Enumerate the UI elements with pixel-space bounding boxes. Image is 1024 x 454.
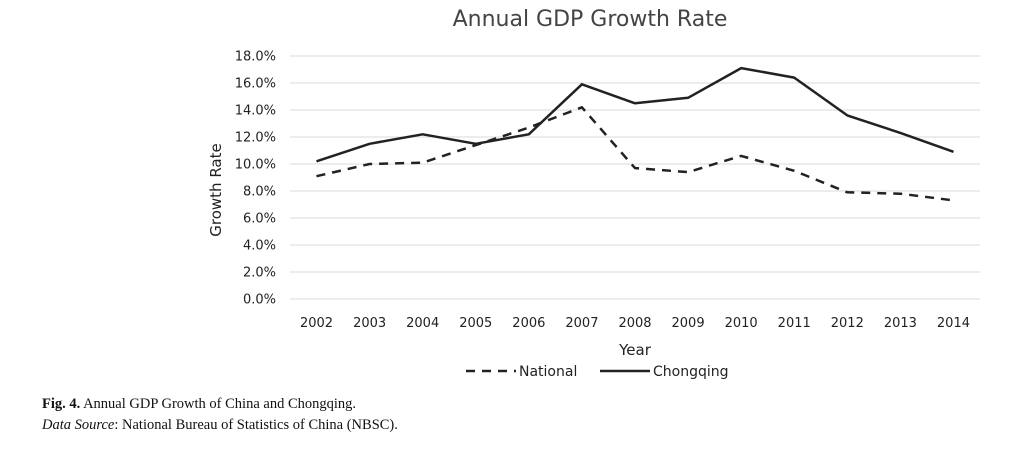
y-tick-label: 14.0% bbox=[235, 104, 276, 119]
y-tick-label: 6.0% bbox=[243, 212, 276, 227]
y-tick-label: 8.0% bbox=[243, 185, 276, 200]
y-tick-label: 0.0% bbox=[243, 293, 276, 308]
x-tick-label: 2013 bbox=[884, 316, 917, 331]
x-tick-label: 2004 bbox=[406, 316, 439, 331]
legend-label-chongqing: Chongqing bbox=[653, 364, 729, 380]
x-tick-label: 2007 bbox=[565, 316, 598, 331]
legend: National Chongqing bbox=[466, 364, 729, 380]
y-tick-label: 4.0% bbox=[243, 239, 276, 254]
fig-label: Fig. 4. bbox=[42, 396, 81, 412]
figure-caption: Fig. 4. Annual GDP Growth of China and C… bbox=[42, 394, 398, 436]
y-tick-label: 16.0% bbox=[235, 77, 276, 92]
x-tick-label: 2005 bbox=[459, 316, 492, 331]
x-tick-label: 2012 bbox=[831, 316, 864, 331]
y-tick-label: 10.0% bbox=[235, 158, 276, 173]
x-tick-label: 2006 bbox=[512, 316, 545, 331]
y-axis-ticks: 0.0% 2.0% 4.0% 6.0% 8.0% 10.0% 12.0% 14.0% 16.0%… bbox=[235, 50, 276, 308]
x-tick-label: 2014 bbox=[937, 316, 970, 331]
chart-title: Annual GDP Growth Rate bbox=[453, 7, 728, 32]
series-lines bbox=[316, 66, 954, 202]
x-tick-label: 2010 bbox=[725, 316, 758, 331]
x-tick-label: 2008 bbox=[618, 316, 651, 331]
y-tick-label: 2.0% bbox=[243, 266, 276, 281]
legend-label-national: National bbox=[519, 364, 577, 380]
x-tick-label: 2011 bbox=[778, 316, 811, 331]
y-tick-label: 18.0% bbox=[235, 50, 276, 65]
gridlines bbox=[290, 55, 980, 300]
x-axis-ticks: 2002 2003 2004 2005 2006 2007 2008 2009 2010 2011… bbox=[300, 316, 970, 331]
source-label: Data Source bbox=[42, 417, 115, 433]
y-axis-label: Growth Rate bbox=[207, 143, 225, 236]
source-text: : National Bureau of Statistics of China… bbox=[114, 417, 398, 433]
y-tick-label: 12.0% bbox=[235, 131, 276, 146]
series-line-chongqing bbox=[316, 66, 954, 163]
x-tick-label: 2009 bbox=[672, 316, 705, 331]
x-tick-label: 2002 bbox=[300, 316, 333, 331]
caption-line-1: Fig. 4. Annual GDP Growth of China and C… bbox=[42, 394, 398, 415]
series-line-national bbox=[316, 106, 954, 202]
caption-line-2: Data Source: National Bureau of Statisti… bbox=[42, 415, 398, 436]
x-axis-label: Year bbox=[618, 341, 652, 359]
x-tick-label: 2003 bbox=[353, 316, 386, 331]
fig-text: Annual GDP Growth of China and Chongqing… bbox=[80, 396, 357, 412]
